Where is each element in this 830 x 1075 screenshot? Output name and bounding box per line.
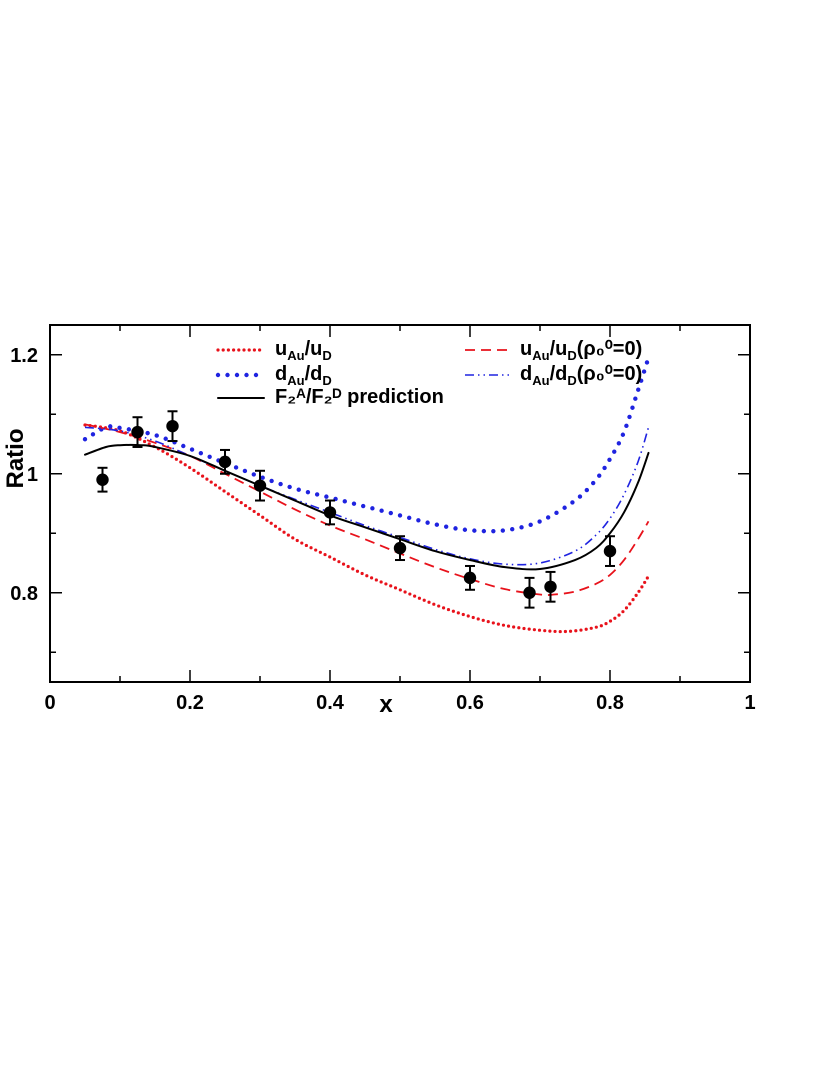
y-tick-label: 1.2 xyxy=(10,345,38,367)
y-axis-title: Ratio xyxy=(2,429,29,489)
data-point xyxy=(323,499,337,526)
plot-frame xyxy=(49,324,751,683)
data-marker xyxy=(463,571,477,585)
data-point xyxy=(523,576,536,609)
x-tick-label: 1 xyxy=(744,692,755,714)
data-point xyxy=(544,570,557,603)
data-marker xyxy=(96,473,109,486)
legend-label-u-ratio: uAu/uD xyxy=(275,338,332,363)
legend-label-u-ratio-rho0: uAu/uD(ρ₀⁰=0) xyxy=(520,338,642,363)
data-marker xyxy=(523,586,536,599)
data-point xyxy=(96,466,109,493)
data-marker xyxy=(544,580,557,593)
y-tick-label: 1 xyxy=(27,464,38,486)
data-point xyxy=(131,416,144,448)
legend-label-f2-ratio: F₂ᴬ/F₂ᴰ prediction xyxy=(275,386,444,408)
data-marker xyxy=(323,506,337,519)
data-marker xyxy=(218,455,232,469)
data-point xyxy=(603,535,617,567)
x-axis-title: x xyxy=(379,691,393,718)
y-tick-label: 0.8 xyxy=(10,583,38,605)
data-point xyxy=(393,535,407,562)
series-f2-ratio xyxy=(84,443,650,571)
x-tick-label: 0 xyxy=(44,692,55,714)
data-point xyxy=(463,564,477,591)
x-tick-label: 0.8 xyxy=(596,692,624,714)
x-tick-label: 0.4 xyxy=(316,692,345,714)
series-u-ratio xyxy=(83,423,651,634)
data-point xyxy=(218,448,232,475)
x-tick-label: 0.2 xyxy=(176,692,204,714)
legend-label-d-ratio: dAu/dD xyxy=(275,363,332,388)
data-point xyxy=(166,410,179,443)
series-d-ratio xyxy=(82,355,651,534)
data-marker xyxy=(166,419,179,433)
data-marker xyxy=(393,541,407,555)
data-point xyxy=(253,469,267,502)
data-marker xyxy=(603,544,617,558)
legend-label-d-ratio-rho0: dAu/dD(ρ₀⁰=0) xyxy=(520,363,642,388)
data-marker xyxy=(131,425,144,439)
data-marker xyxy=(253,479,267,492)
x-tick-label: 0.6 xyxy=(456,692,484,714)
